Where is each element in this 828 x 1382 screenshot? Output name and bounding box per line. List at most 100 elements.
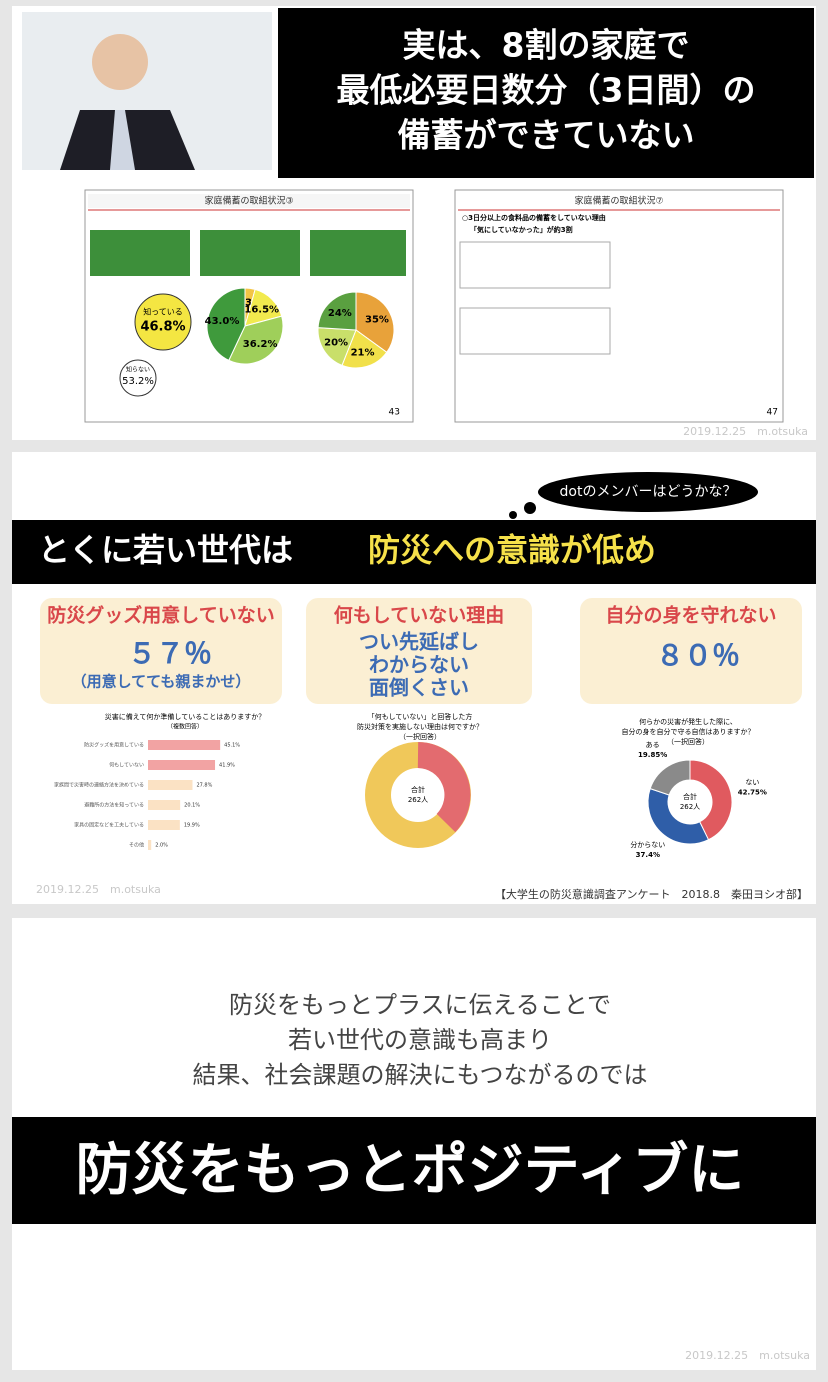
page-number: 43 — [389, 408, 400, 418]
bar-value: 2.0% — [155, 843, 168, 849]
bar — [148, 820, 180, 830]
slice-name: ない — [745, 779, 759, 787]
footer: 2019.12.25 m.otsuka — [36, 883, 161, 896]
chart-note: （一択回答） — [399, 732, 441, 741]
stat-box — [580, 598, 802, 704]
headline: とくに若い世代は — [38, 531, 293, 569]
slice-label: 42.75% — [738, 789, 767, 797]
footer: 2019.12.25 m.otsuka — [685, 1349, 810, 1362]
box-title: 防災グッズ用意していない — [47, 604, 274, 627]
box-title: 何もしていない理由 — [334, 604, 504, 627]
dontknow-label: 知らない — [126, 366, 150, 374]
thumb-title: 家庭備蓄の取組状況③ — [204, 195, 293, 207]
slice-label: 4.3% — [234, 298, 262, 309]
photo-face — [92, 34, 148, 90]
donut-center: 262人 — [680, 803, 700, 811]
bar-value: 45.1% — [224, 743, 240, 749]
headline: 実は、8割の家庭で — [403, 26, 690, 65]
footer: 2019.12.25 m.otsuka — [683, 425, 808, 438]
donut-ring-part — [417, 742, 471, 833]
box-value: ５７％ — [128, 637, 212, 670]
bar-category: その他 — [129, 842, 144, 849]
bar — [148, 760, 216, 770]
headline: 備蓄ができていない — [398, 116, 695, 155]
thumb-title-bar — [88, 194, 410, 208]
message-line: 防災をもっとプラスに伝えることで — [229, 991, 611, 1019]
thumb-highlight: 「気にしていなかった」が約3割 — [470, 225, 573, 234]
bar-value: 19.9% — [184, 823, 200, 829]
bar-category: 家族間で災害時の連絡方法を決めている — [54, 782, 144, 789]
thumb-question — [200, 230, 300, 276]
message-line: 結果、社会課題の解決にもつながるのでは — [192, 1061, 647, 1089]
chart-subtitle: （複数回答） — [167, 723, 203, 731]
bar-value: 27.8% — [196, 783, 212, 789]
slice-label: 24% — [328, 308, 352, 319]
thumb-question — [310, 230, 406, 276]
photo-shirt — [110, 110, 135, 170]
pie-slice — [355, 291, 395, 354]
pie-slice — [647, 788, 710, 845]
slice-label: 21% — [351, 348, 375, 359]
pie-slice — [228, 315, 284, 365]
bubble-text: dotのメンバーはどうかな？ — [560, 484, 737, 500]
thought-bubble — [538, 472, 758, 512]
pie-slice — [317, 327, 357, 366]
know-value: 46.8% — [140, 320, 185, 335]
slice-label: 16.5% — [244, 304, 279, 315]
chart-title: 「何もしていない」と回答した方 — [368, 712, 473, 721]
pie-slice — [689, 759, 733, 841]
bar — [148, 740, 221, 750]
thumbnail — [454, 189, 784, 423]
chart-title: 災害に備えて何か準備していることはありますか？ — [105, 712, 265, 721]
chart-note: （一択回答） — [667, 737, 709, 746]
bar-category: 避難所の方法を知っている — [84, 802, 144, 809]
banner-text: 防災をもっとポジティブに — [76, 1138, 745, 1203]
chart-subtitle: 防災対策を実施しない理由は何ですか？ — [357, 722, 483, 731]
bar — [148, 840, 152, 850]
slice-label: 37.4% — [636, 851, 660, 859]
bar-category: 何もしていない — [109, 762, 144, 769]
dontknow-bubble — [119, 359, 157, 397]
box-title: 自分の身を守れない — [605, 604, 776, 627]
box-line: 面倒くさい — [369, 676, 469, 700]
thumb-heading: ○3日分以上の食料品の備蓄をしていない理由 — [462, 213, 606, 222]
donut-center: 合計 — [683, 792, 697, 801]
bar-category: 家具の固定などを工夫している — [74, 822, 144, 829]
know-bubble — [134, 293, 192, 351]
box-note: （用意してても親まかせ） — [72, 673, 251, 691]
dontknow-value: 53.2% — [122, 376, 154, 387]
donut-center: 262人 — [408, 796, 428, 804]
thumb-textbox — [459, 307, 611, 355]
thumb-title: 家庭備蓄の取組状況⑦ — [574, 195, 663, 207]
slice-label: 43.0% — [205, 316, 240, 327]
chart-title: 何らかの災害が発生した際に、 — [639, 717, 737, 726]
thought-dot — [524, 502, 536, 514]
pie-slice — [317, 291, 357, 331]
message-line: 若い世代の意識も高まり — [288, 1026, 552, 1054]
bar-value: 41.9% — [219, 763, 235, 769]
banner — [12, 1117, 816, 1224]
box-line: つい先延ばし — [359, 630, 479, 654]
headline-highlight: 防災への意識が低め — [368, 531, 656, 569]
donut-center: 合計 — [411, 785, 425, 794]
stat-box — [306, 598, 532, 704]
bar — [148, 780, 193, 790]
thumb-textbox — [459, 241, 611, 289]
pie-slice — [649, 759, 691, 796]
headline-box — [278, 8, 814, 178]
chart-title: 自分の身を自分で守る自信はありますか？ — [622, 727, 755, 736]
box-line: わからない — [369, 653, 469, 677]
slice-name: 分からない — [630, 840, 665, 849]
thumb-question — [90, 230, 190, 276]
bar-category: 防災グッズを用意している — [84, 742, 144, 749]
headline: 最低必要日数分（3日間）の — [337, 71, 756, 110]
pie-slice — [206, 287, 246, 362]
slice-label: 36.2% — [243, 339, 278, 350]
thought-dot — [509, 511, 517, 519]
source: 【大学生の防災意識調査アンケート 2018.8 秦田ヨシオ部】 — [495, 887, 808, 901]
slice-label: 20% — [324, 338, 348, 349]
stat-box — [40, 598, 282, 704]
headline-band — [12, 520, 816, 584]
slice-label: 35% — [365, 314, 389, 325]
